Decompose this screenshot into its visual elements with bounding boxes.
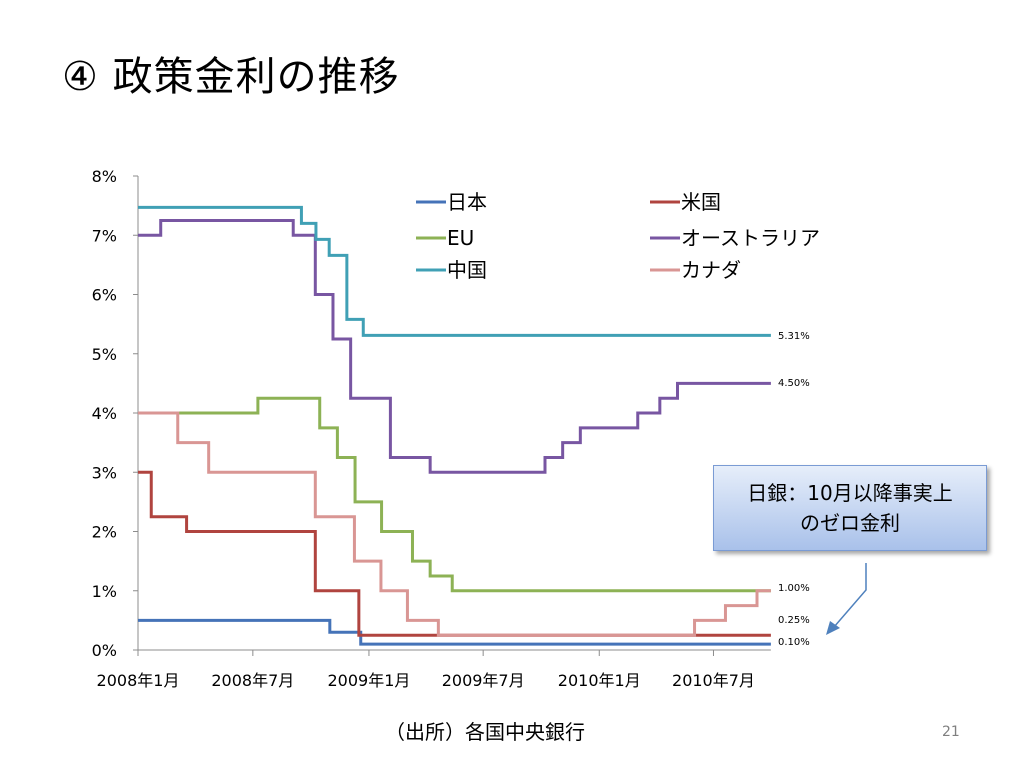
end-value-label: 1.00% bbox=[778, 583, 810, 594]
series-line-中国 bbox=[138, 205, 771, 337]
y-tick-label: 0% bbox=[92, 641, 117, 660]
y-tick-label: 8% bbox=[92, 167, 117, 186]
end-value-label: 5.31% bbox=[778, 331, 810, 342]
x-tick-label: 2010年1月 bbox=[558, 671, 641, 690]
y-tick-label: 3% bbox=[92, 463, 117, 482]
y-tick-label: 6% bbox=[92, 286, 117, 305]
legend-label: 米国 bbox=[681, 190, 721, 214]
series-line-EU bbox=[138, 396, 771, 593]
legend-label: 中国 bbox=[447, 258, 487, 282]
x-tick-label: 2008年7月 bbox=[211, 671, 294, 690]
y-tick-label: 7% bbox=[92, 226, 117, 245]
x-tick-label: 2008年1月 bbox=[97, 671, 180, 690]
boj-zero-rate-callout: 日銀：10月以降事実上 のゼロ金利 bbox=[713, 465, 987, 551]
page-number: 21 bbox=[942, 724, 960, 740]
source-note: （出所）各国中央銀行 bbox=[385, 720, 585, 744]
x-tick-label: 2010年7月 bbox=[672, 671, 755, 690]
callout-arrowhead bbox=[826, 621, 840, 635]
series-line-米国 bbox=[138, 470, 771, 637]
end-value-label: 0.10% bbox=[778, 637, 810, 648]
y-tick-label: 1% bbox=[92, 582, 117, 601]
legend-label: カナダ bbox=[681, 258, 741, 282]
callout-arrow-line bbox=[833, 563, 867, 628]
chart-axes: 0% 1% 2% 3% 4% 5% 6% 7% 8% 2008年1月 2008年7月 2009年1月 2… bbox=[92, 167, 771, 690]
series-layer bbox=[138, 205, 771, 646]
y-tick-label: 4% bbox=[92, 404, 117, 423]
legend-label: オーストラリア bbox=[681, 226, 820, 250]
series-line-オーストラリア bbox=[138, 218, 771, 474]
series-line-カナダ bbox=[138, 411, 771, 637]
end-value-label: 0.25% bbox=[778, 615, 810, 626]
series-line-日本 bbox=[138, 618, 771, 646]
legend-label: EU bbox=[447, 226, 474, 250]
end-labels: 5.31% 4.50% 1.00% 0.25% 0.10% bbox=[778, 331, 810, 648]
end-value-label: 4.50% bbox=[778, 378, 810, 389]
y-tick-label: 5% bbox=[92, 345, 117, 364]
callout-arrow bbox=[826, 563, 867, 635]
slide-title: ④ 政策金利の推移 bbox=[62, 54, 400, 100]
x-tick-label: 2009年7月 bbox=[442, 671, 525, 690]
y-tick-label: 2% bbox=[92, 523, 117, 542]
legend-label: 日本 bbox=[447, 190, 487, 214]
x-tick-label: 2009年1月 bbox=[327, 671, 410, 690]
